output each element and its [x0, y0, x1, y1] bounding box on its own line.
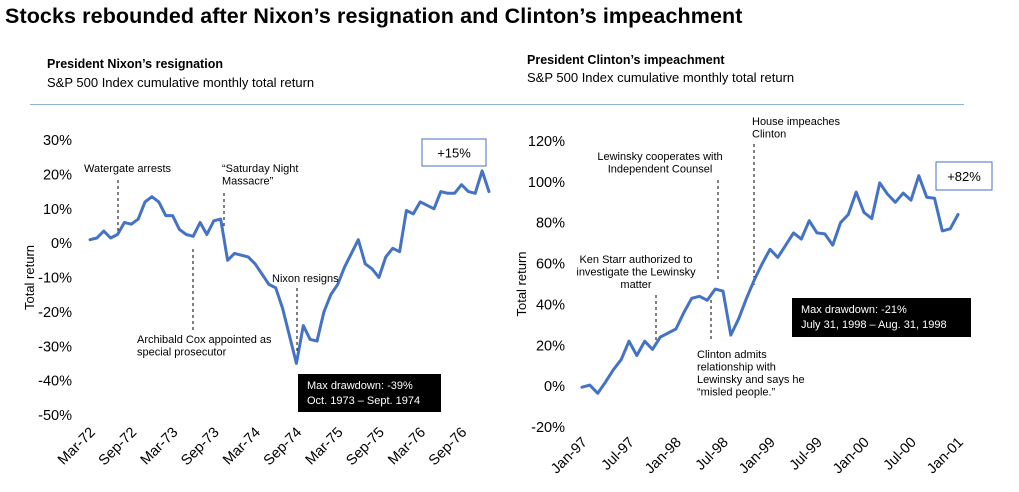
clinton-ytick-label: 100% [528, 175, 565, 191]
nixon-series-line [88, 169, 491, 365]
clinton-annotation-text: House impeaches [752, 116, 841, 128]
nixon-xtick-label: Sep-73 [178, 425, 222, 469]
nixon-annotation-text: “Saturday Night [222, 163, 298, 175]
header-divider [30, 104, 964, 105]
nixon-ytick-label: 10% [43, 202, 72, 218]
nixon-annotation-text: Nixon resigns [272, 273, 339, 285]
nixon-xtick-label: Sep-72 [96, 425, 140, 469]
clinton-chart: -20% 0% 20% 40% 60% 80% 100% 120% Total return Ja… [514, 116, 993, 478]
nixon-ytick-label: -40% [38, 374, 72, 390]
nixon-drawdown-text: Max drawdown: -39% [307, 380, 413, 392]
clinton-drawdown-callout [792, 298, 971, 337]
clinton-drawdown-text: Max drawdown: -21% [801, 304, 907, 316]
clinton-xtick-label: Jan-01 [924, 435, 967, 478]
clinton-xtick-label: Jan-98 [642, 435, 685, 478]
clinton-annotation-text: Clinton [752, 129, 786, 141]
clinton-ytick-label: 80% [536, 216, 565, 232]
nixon-ytick-label: -30% [38, 339, 72, 355]
nixon-ytick-label: -10% [38, 271, 72, 287]
clinton-highlight-box [935, 161, 993, 191]
clinton-annotation-text: matter [620, 279, 652, 291]
clinton-ytick-label: 60% [536, 257, 565, 273]
clinton-xtick-label: Jul-00 [881, 435, 920, 474]
clinton-annotation-text: Clinton admits [697, 349, 767, 361]
clinton-ylabel: Total return [514, 251, 529, 316]
clinton-xtick-label: Jul-98 [693, 435, 732, 474]
nixon-annotation-text: special prosecutor [137, 347, 227, 359]
nixon-xtick-label: Sep-76 [426, 425, 470, 469]
clinton-panel-title: President Clinton’s impeachment [527, 53, 725, 67]
clinton-ytick-label: 0% [544, 379, 565, 395]
clinton-annotation-text: Ken Starr authorized to [579, 254, 692, 266]
nixon-highlight-box [421, 138, 487, 167]
nixon-annotation-text: Massacre” [222, 176, 274, 188]
nixon-xtick-label: Sep-75 [343, 425, 387, 469]
clinton-highlight-value: +82% [947, 169, 981, 184]
nixon-xtick-label: Mar-75 [303, 425, 347, 469]
nixon-ytick-label: -20% [38, 305, 72, 321]
main-title: Stocks rebounded after Nixon’s resignati… [5, 4, 743, 28]
nixon-ytick-label: 0% [51, 236, 72, 252]
clinton-xtick-label: Jan-97 [548, 435, 591, 478]
clinton-xtick-label: Jul-99 [787, 435, 826, 474]
clinton-series-line [580, 174, 960, 395]
nixon-ytick-label: 30% [43, 133, 72, 149]
clinton-annotation-text: Lewinsky and says he [697, 374, 805, 386]
nixon-xtick-label: Mar-72 [55, 425, 99, 469]
nixon-ytick-label: -50% [38, 408, 72, 424]
clinton-annotation-text: relationship with [697, 362, 776, 374]
nixon-drawdown-callout [298, 374, 441, 412]
nixon-chart: -50% -40% -30% -20% -10% 0% 10% 20% 30% Total ret… [22, 133, 491, 469]
nixon-ytick-label: 20% [43, 167, 72, 183]
clinton-panel-subtitle: S&P 500 Index cumulative monthly total r… [527, 70, 795, 85]
clinton-ytick-label: 20% [536, 338, 565, 354]
nixon-panel-title: President Nixon’s resignation [47, 57, 223, 71]
nixon-xtick-label: Mar-74 [220, 425, 264, 469]
nixon-drawdown-text: Oct. 1973 – Sept. 1974 [307, 395, 420, 407]
clinton-drawdown-text: July 31, 1998 – Aug. 31, 1998 [801, 319, 947, 331]
nixon-highlight-value: +15% [437, 146, 471, 161]
nixon-annotation-text: Archibald Cox appointed as [137, 334, 272, 346]
clinton-ytick-label: 40% [536, 297, 565, 313]
nixon-ylabel: Total return [22, 245, 37, 310]
clinton-ytick-label: -20% [531, 420, 565, 436]
clinton-annotation-text: “misled people.” [697, 387, 776, 399]
nixon-xtick-label: Sep-74 [261, 425, 305, 469]
nixon-xtick-label: Mar-76 [385, 425, 429, 469]
nixon-annotation-text: Watergate arrests [84, 163, 172, 175]
clinton-xtick-label: Jan-99 [736, 435, 779, 478]
clinton-xtick-label: Jul-97 [599, 435, 638, 474]
nixon-panel-subtitle: S&P 500 Index cumulative monthly total r… [47, 75, 315, 90]
clinton-annotation-text: Lewinsky cooperates with [597, 151, 722, 163]
clinton-annotation-text: investigate the Lewinsky [576, 267, 696, 279]
clinton-xtick-label: Jan-00 [830, 435, 873, 478]
clinton-ytick-label: 120% [528, 134, 565, 150]
clinton-annotation-text: Independent Counsel [608, 164, 713, 176]
nixon-xtick-label: Mar-73 [138, 425, 182, 469]
